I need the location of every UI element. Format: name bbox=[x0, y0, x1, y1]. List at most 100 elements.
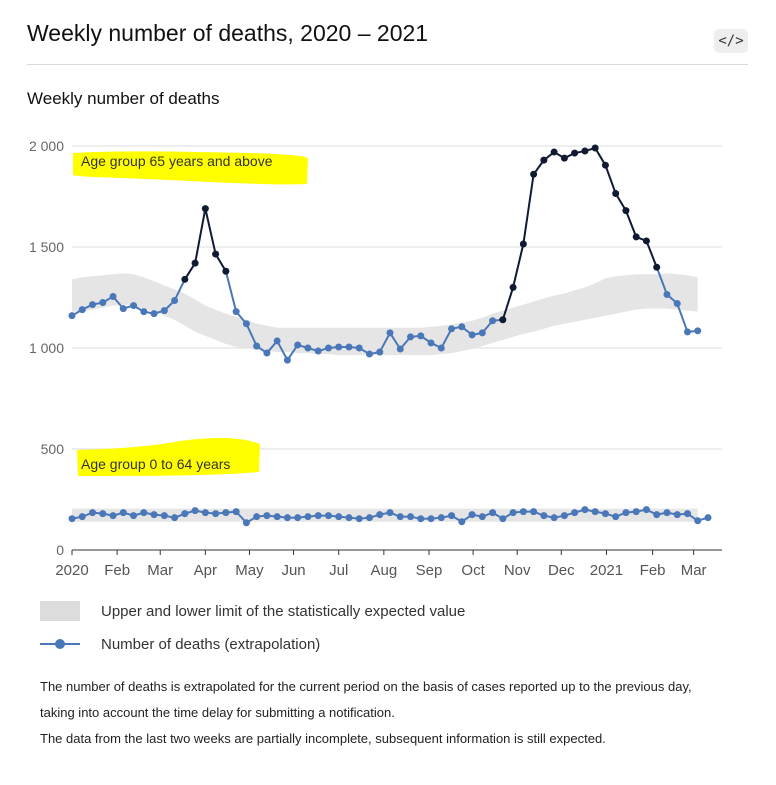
chart-title: Weekly number of deaths bbox=[27, 89, 220, 108]
series-segment bbox=[604, 164, 617, 194]
y-tick-label: 1 500 bbox=[29, 239, 64, 255]
data-point bbox=[355, 515, 363, 523]
series-segment bbox=[625, 210, 638, 238]
data-point bbox=[509, 283, 517, 291]
legend-band-label: Upper and lower limit of the statistical… bbox=[101, 602, 466, 620]
series-segment bbox=[676, 303, 689, 333]
series-segment bbox=[173, 278, 186, 301]
data-point bbox=[612, 189, 620, 197]
x-tick-label: 2021 bbox=[590, 562, 623, 579]
x-tick-label: Nov bbox=[504, 562, 531, 579]
series-segment bbox=[501, 287, 515, 321]
data-point bbox=[489, 317, 497, 325]
data-point bbox=[304, 344, 312, 352]
data-point bbox=[683, 510, 691, 518]
data-point bbox=[519, 508, 527, 516]
data-point bbox=[653, 511, 661, 519]
series-segment bbox=[224, 270, 238, 312]
data-point bbox=[263, 349, 271, 357]
data-point bbox=[622, 509, 630, 517]
data-point bbox=[581, 506, 589, 514]
data-point bbox=[171, 297, 179, 305]
x-tick-label: Feb bbox=[104, 562, 130, 579]
series-segment bbox=[245, 323, 258, 347]
data-point bbox=[519, 240, 527, 248]
deaths-chart: Age group 65 years and above Age group 0… bbox=[29, 138, 722, 579]
data-point bbox=[632, 508, 640, 516]
data-point bbox=[591, 144, 599, 152]
data-point bbox=[560, 154, 568, 162]
data-point bbox=[396, 345, 404, 353]
data-point bbox=[386, 509, 394, 517]
footnote: The number of deaths is extrapolated for… bbox=[40, 674, 700, 752]
data-point bbox=[468, 511, 476, 519]
footnote-line-2: The data from the last two weeks are par… bbox=[40, 731, 606, 746]
data-point bbox=[365, 350, 373, 358]
data-point bbox=[540, 512, 548, 520]
page-title: Weekly number of deaths, 2020 – 2021 bbox=[27, 20, 429, 46]
x-tick-label: Sep bbox=[416, 562, 443, 579]
data-point bbox=[386, 329, 394, 337]
series-segment bbox=[276, 340, 289, 361]
legend-item-line: Number of deaths (extrapolation) bbox=[40, 634, 320, 654]
data-point bbox=[642, 506, 650, 514]
data-point bbox=[314, 347, 322, 355]
data-point bbox=[99, 299, 107, 307]
data-point bbox=[622, 207, 630, 215]
header-divider bbox=[27, 64, 748, 65]
data-point bbox=[601, 510, 609, 518]
data-point bbox=[560, 512, 568, 520]
data-point bbox=[663, 290, 671, 298]
data-point bbox=[673, 511, 681, 519]
data-point bbox=[222, 267, 230, 275]
x-tick-label: Mar bbox=[147, 562, 173, 579]
x-tick-label: May bbox=[235, 562, 264, 579]
data-point bbox=[345, 514, 353, 522]
annotation-0-64: Age group 0 to 64 years bbox=[81, 456, 230, 472]
data-point bbox=[68, 515, 76, 523]
data-point bbox=[201, 509, 209, 517]
data-point bbox=[181, 510, 189, 518]
data-point bbox=[683, 328, 691, 336]
data-point bbox=[335, 343, 343, 351]
data-point bbox=[89, 509, 97, 517]
series-segment bbox=[440, 328, 453, 349]
data-point bbox=[632, 233, 640, 241]
data-point bbox=[212, 250, 220, 258]
data-point bbox=[294, 341, 302, 349]
data-point bbox=[78, 513, 86, 521]
y-tick-label: 500 bbox=[41, 441, 65, 457]
data-point bbox=[253, 513, 261, 521]
data-point bbox=[140, 308, 148, 316]
data-point bbox=[283, 514, 291, 522]
series-segment bbox=[378, 332, 391, 353]
data-point bbox=[417, 332, 425, 340]
data-point bbox=[458, 518, 466, 526]
grid-lines bbox=[72, 145, 722, 450]
annotation-highlights: Age group 65 years and above Age group 0… bbox=[73, 151, 308, 476]
x-tick-label: 2020 bbox=[55, 562, 88, 579]
x-tick-label: Jul bbox=[329, 562, 348, 579]
data-point bbox=[109, 512, 117, 520]
highlight-0-64 bbox=[77, 437, 260, 476]
data-point bbox=[212, 510, 220, 518]
death-series bbox=[68, 144, 712, 527]
data-point bbox=[407, 333, 415, 341]
series-segment bbox=[655, 266, 668, 295]
data-point bbox=[530, 170, 538, 178]
embed-code-button[interactable]: </> bbox=[714, 29, 748, 53]
data-point bbox=[324, 344, 332, 352]
data-point bbox=[550, 148, 558, 156]
data-point bbox=[673, 300, 681, 308]
data-point bbox=[694, 327, 702, 335]
data-point bbox=[314, 512, 322, 520]
footnote-line-1: The number of deaths is extrapolated for… bbox=[40, 679, 692, 720]
data-point bbox=[181, 275, 189, 283]
y-tick-label: 2 000 bbox=[29, 138, 64, 154]
data-point bbox=[232, 308, 240, 316]
data-point bbox=[68, 312, 76, 320]
data-point bbox=[458, 323, 466, 331]
data-point bbox=[201, 205, 209, 213]
data-point bbox=[499, 316, 507, 324]
legend-line-label: Number of deaths (extrapolation) bbox=[101, 635, 321, 653]
